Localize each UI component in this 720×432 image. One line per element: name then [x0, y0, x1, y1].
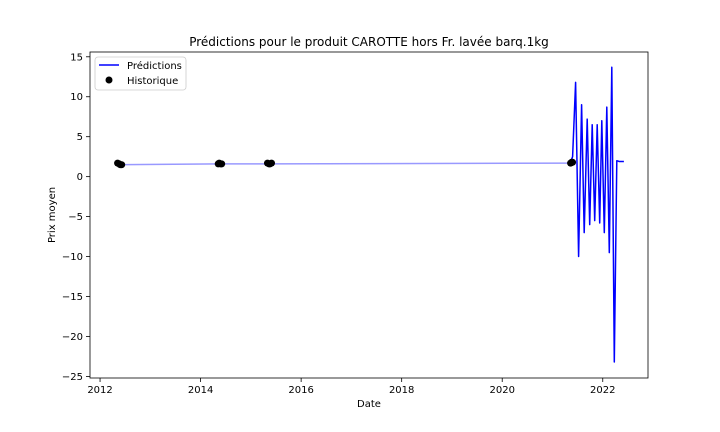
x-tick-label: 2012	[87, 385, 112, 396]
x-tick-label: 2022	[590, 385, 615, 396]
prediction-line-forecast	[569, 66, 624, 363]
y-tick-label: 5	[77, 132, 83, 143]
x-tick-label: 2018	[389, 385, 414, 396]
plot-area	[114, 66, 624, 363]
y-tick-label: 0	[77, 172, 83, 183]
x-tick-label: 2016	[288, 385, 313, 396]
chart-title: Prédictions pour le produit CAROTTE hors…	[189, 35, 549, 49]
y-tick-label: −25	[62, 372, 83, 383]
y-axis-label: Prix moyen	[47, 187, 58, 243]
legend-label-predictions: Prédictions	[127, 60, 182, 72]
y-tick-label: −15	[62, 292, 83, 303]
historique-point	[569, 158, 577, 166]
x-tick-label: 2020	[489, 385, 514, 396]
y-tick-label: 15	[70, 52, 83, 63]
y-tick-label: 10	[70, 92, 83, 103]
prediction-line-historical	[117, 162, 571, 166]
axes-frame	[89, 51, 649, 379]
y-tick-label: −20	[62, 332, 83, 343]
historique-point	[268, 159, 275, 167]
x-axis-label: Date	[357, 399, 381, 410]
y-tick-label: −10	[62, 252, 83, 263]
legend-label-historique: Historique	[127, 76, 178, 87]
y-tick-label: −5	[68, 212, 83, 223]
historique-point	[218, 160, 226, 168]
x-tick-label: 2014	[188, 385, 213, 396]
historique-point	[118, 161, 126, 169]
legend: Prédictions Historique	[94, 56, 187, 91]
legend-dot-icon	[105, 76, 113, 84]
axis-ticks: 2012 2014 2016 2018 2020 2022 15 10 5 0 −5 −10 −15 −2…	[62, 52, 616, 396]
